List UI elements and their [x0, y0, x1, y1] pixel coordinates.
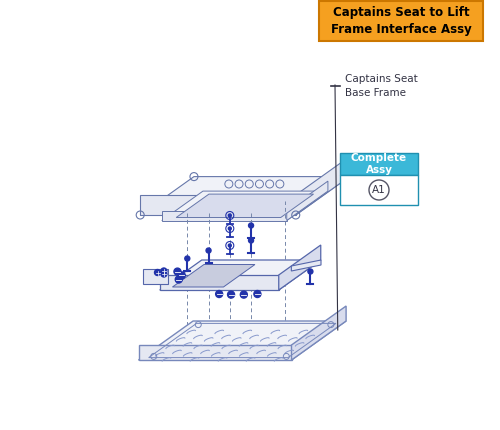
Polygon shape — [138, 321, 346, 360]
Circle shape — [206, 248, 211, 253]
Polygon shape — [142, 269, 168, 284]
Polygon shape — [160, 260, 321, 290]
Circle shape — [369, 180, 389, 200]
Text: A1: A1 — [372, 185, 386, 195]
Circle shape — [228, 244, 232, 247]
Polygon shape — [292, 260, 321, 271]
Polygon shape — [160, 275, 279, 290]
Text: Complete
Assy: Complete Assy — [351, 153, 407, 175]
Circle shape — [248, 238, 254, 243]
Polygon shape — [279, 245, 321, 290]
FancyBboxPatch shape — [340, 175, 418, 205]
Text: Captains Seat
Base Frame: Captains Seat Base Frame — [345, 74, 418, 98]
Polygon shape — [138, 345, 292, 360]
Circle shape — [228, 227, 232, 230]
Polygon shape — [176, 194, 314, 218]
Polygon shape — [346, 158, 375, 183]
Polygon shape — [296, 157, 350, 215]
Circle shape — [228, 214, 232, 217]
Polygon shape — [172, 264, 255, 287]
Circle shape — [161, 268, 167, 274]
Polygon shape — [140, 195, 296, 215]
Polygon shape — [162, 211, 287, 221]
Polygon shape — [292, 306, 346, 360]
Circle shape — [240, 291, 248, 298]
Circle shape — [176, 276, 182, 283]
Circle shape — [154, 270, 160, 276]
Polygon shape — [140, 177, 350, 215]
FancyBboxPatch shape — [319, 1, 483, 41]
Circle shape — [254, 291, 261, 298]
Text: Captains Seat to Lift
Frame Interface Assy: Captains Seat to Lift Frame Interface As… — [330, 6, 472, 36]
Circle shape — [248, 223, 254, 228]
Circle shape — [161, 271, 167, 277]
Polygon shape — [287, 181, 328, 221]
Circle shape — [185, 256, 190, 261]
Circle shape — [174, 268, 181, 275]
Circle shape — [178, 272, 185, 279]
Polygon shape — [162, 191, 328, 221]
Circle shape — [308, 269, 313, 274]
Circle shape — [216, 291, 222, 298]
FancyBboxPatch shape — [340, 153, 418, 175]
Circle shape — [228, 291, 234, 298]
